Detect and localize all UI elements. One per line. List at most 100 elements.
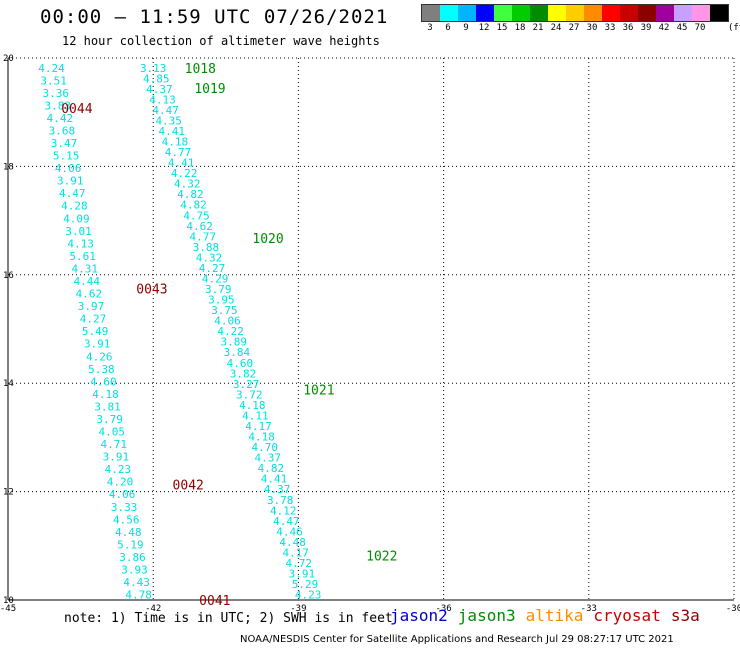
wave-height-value: 4.70	[251, 441, 278, 454]
lon-tick-label: -42	[145, 604, 161, 614]
wave-height-value: 4.05	[98, 426, 125, 439]
wave-height-value: 4.13	[67, 237, 94, 250]
lat-tick-label: 10	[3, 596, 14, 606]
lon-tick-label: -30	[726, 604, 740, 614]
wave-height-value: 3.79	[96, 413, 123, 426]
wave-height-value: 3.68	[49, 124, 76, 137]
wave-height-value: 4.23	[105, 463, 132, 476]
legend-swatch	[710, 5, 728, 21]
wave-height-value: 5.49	[82, 325, 109, 338]
wave-height-value: 3.91	[57, 175, 84, 188]
wave-height-value: 4.22	[171, 167, 198, 180]
wave-height-value: 3.13	[140, 62, 167, 75]
wave-height-value: 4.09	[63, 212, 90, 225]
legend-label: 15	[496, 23, 508, 33]
wave-height-value: 4.18	[92, 388, 119, 401]
wave-height-value: 3.84	[224, 346, 251, 359]
wave-height-value: 4.06	[109, 488, 136, 501]
legend-swatch	[602, 5, 620, 21]
wave-height-value: 4.82	[258, 462, 285, 475]
wave-height-value: 5.29	[292, 578, 319, 591]
wave-height-value: 3.91	[289, 568, 316, 581]
legend-swatch	[458, 5, 476, 21]
wave-height-value: 4.72	[286, 557, 313, 570]
wave-height-value: 4.32	[174, 178, 201, 191]
legend-label: 42	[658, 23, 670, 33]
wave-height-value: 4.27	[80, 313, 107, 326]
wave-height-value: 3.01	[65, 225, 92, 238]
lat-tick-label: 14	[3, 379, 14, 389]
pass-time-label: 0043	[136, 282, 167, 297]
legend-swatch	[494, 5, 512, 21]
wave-height-value: 4.06	[55, 162, 82, 175]
wave-height-value: 4.43	[123, 576, 150, 589]
lat-tick-label: 20	[3, 54, 14, 64]
satellite-name: jason3	[457, 606, 516, 625]
legend-label: 30	[586, 23, 598, 33]
wave-height-value: 3.36	[42, 87, 69, 100]
map-subtitle: 12 hour collection of altimeter wave hei…	[62, 34, 380, 48]
wave-height-value: 4.18	[248, 431, 275, 444]
wave-height-value: 3.79	[205, 283, 232, 296]
legend-swatch	[440, 5, 458, 21]
wave-height-value: 3.86	[119, 551, 146, 564]
wave-height-value: 4.32	[196, 251, 223, 264]
legend-swatch	[548, 5, 566, 21]
wave-height-value: 4.24	[38, 62, 65, 75]
legend-swatch	[620, 5, 638, 21]
legend-label: 33	[604, 23, 616, 33]
wave-height-value: 4.23	[295, 589, 322, 602]
legend-label: 45	[676, 23, 688, 33]
legend-swatch	[476, 5, 494, 21]
legend-labels: 3 6 9 12 15 18 21 24 27 30 33 36 39 42 45 70	[421, 23, 740, 35]
wave-height-value: 3.91	[84, 338, 111, 351]
lat-tick-label: 18	[3, 162, 14, 172]
lat-tick-label: 16	[3, 271, 14, 281]
wave-height-value: 4.60	[227, 357, 254, 370]
wave-height-value: 4.37	[255, 452, 282, 465]
wave-height-value: 4.71	[101, 438, 128, 451]
wave-height-value: 4.47	[152, 104, 179, 117]
legend-label: 18	[514, 23, 526, 33]
wave-height-value: 4.13	[149, 93, 176, 106]
axis-tick-labels: -45 -42 -39 -36 -33 -30 10 12 14 16 18 20	[0, 54, 740, 614]
legend-label: 21	[532, 23, 544, 33]
wave-height-value: 3.82	[230, 367, 257, 380]
wave-height-value: 4.77	[165, 146, 192, 159]
wave-height-value: 4.48	[279, 536, 306, 549]
wave-height-value: 4.85	[143, 72, 170, 85]
pass-time-label: 1021	[303, 384, 334, 399]
wave-height-value: 4.60	[90, 375, 117, 388]
wave-height-value: 3.95	[208, 294, 235, 307]
wave-height-value: 4.41	[168, 157, 195, 170]
wave-height-value: 3.27	[233, 378, 260, 391]
satellite-key: jason2 jason3 altika cryosat s3a	[390, 606, 710, 625]
lat-tick-label: 12	[3, 488, 14, 498]
wave-height-value: 4.37	[146, 83, 173, 96]
observation-values: 4.243.513.363.834.423.683.475.154.063.91…	[38, 62, 321, 602]
wave-height-value: 3.93	[121, 563, 148, 576]
wave-height-value: 3.83	[45, 99, 72, 112]
wave-height-value: 4.17	[245, 420, 272, 433]
wave-height-value: 4.75	[183, 209, 210, 222]
wave-height-value: 4.47	[59, 187, 86, 200]
wave-height-value: 4.28	[61, 200, 88, 213]
satellite-name: altika	[525, 606, 584, 625]
wave-height-value: 4.48	[115, 526, 142, 539]
wave-height-value: 4.47	[273, 515, 300, 528]
wave-height-value: 4.12	[270, 504, 297, 517]
pass-time-label: 1022	[366, 550, 397, 565]
wave-height-value: 4.22	[217, 325, 244, 338]
pass-time-labels: 1018 1019 0044 1020 0043 1021 0042 1022 0041	[61, 62, 397, 609]
wave-height-value: 4.06	[214, 315, 241, 328]
lon-tick-label: -45	[0, 604, 16, 614]
wave-height-value: 4.78	[125, 589, 152, 602]
legend-swatch	[692, 5, 710, 21]
map-title: 00:00 – 11:59 UTC 07/26/2021	[40, 6, 389, 28]
legend-label: 9	[463, 23, 469, 33]
wave-height-value: 4.20	[107, 476, 134, 489]
legend-swatch	[674, 5, 692, 21]
legend-label: 24	[550, 23, 562, 33]
wave-height-value: 4.82	[180, 199, 207, 212]
